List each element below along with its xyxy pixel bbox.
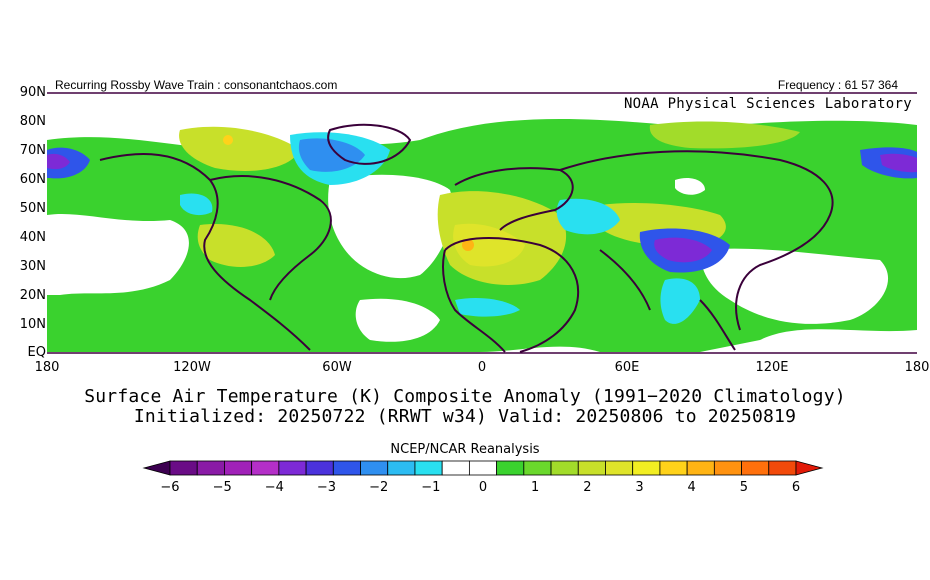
lat-label: 20N xyxy=(19,288,46,303)
lon-label: 120E xyxy=(755,360,789,375)
colorbar-label: 0 xyxy=(478,480,488,495)
colorbar-label: 5 xyxy=(739,480,748,495)
colorbar-label: −6 xyxy=(160,480,180,495)
map-title-line2: Initialized: 20250722 (RRWT w34) Valid: … xyxy=(133,406,797,427)
lat-label: 80N xyxy=(19,114,46,129)
colorbar-label: −1 xyxy=(421,480,441,495)
colorbar-label: −5 xyxy=(212,480,232,495)
colorbar-label: −3 xyxy=(316,480,337,495)
coastlines xyxy=(99,123,834,353)
lat-label: 10N xyxy=(19,317,46,332)
lat-label: EQ xyxy=(27,345,46,360)
lon-label: 0 xyxy=(477,360,487,375)
lat-label: 30N xyxy=(19,259,46,274)
source-label: NOAA Physical Sciences Laboratory xyxy=(623,96,912,112)
lon-label: 180 xyxy=(904,360,930,375)
header-left-text: Recurring Rossby Wave Train : consonantc… xyxy=(55,78,338,92)
colorbar-label: 4 xyxy=(687,480,696,495)
header-right-text: Frequency : 61 57 364 xyxy=(777,78,898,92)
colorbar-label: 1 xyxy=(531,480,540,495)
lon-label: 60W xyxy=(322,360,352,375)
lon-label: 180 xyxy=(34,360,60,375)
map-title-line1: Surface Air Temperature (K) Composite An… xyxy=(84,386,846,407)
lat-label: 60N xyxy=(19,172,46,187)
lon-label: 120W xyxy=(173,360,211,375)
lat-label: 70N xyxy=(19,143,46,158)
colorbar-label: 6 xyxy=(791,480,801,495)
colorbar-label: −2 xyxy=(369,480,389,495)
lat-label: 40N xyxy=(19,230,46,245)
lon-label: 60E xyxy=(614,360,640,375)
lat-label: 90N xyxy=(19,85,46,100)
anomaly-shading xyxy=(47,118,917,352)
colorbar-label: 3 xyxy=(635,480,644,495)
colorbar-title: NCEP/NCAR Reanalysis xyxy=(390,442,540,457)
colorbar-label: 2 xyxy=(583,480,592,495)
lat-label: 50N xyxy=(19,201,46,216)
colorbar-label: −4 xyxy=(264,480,284,495)
